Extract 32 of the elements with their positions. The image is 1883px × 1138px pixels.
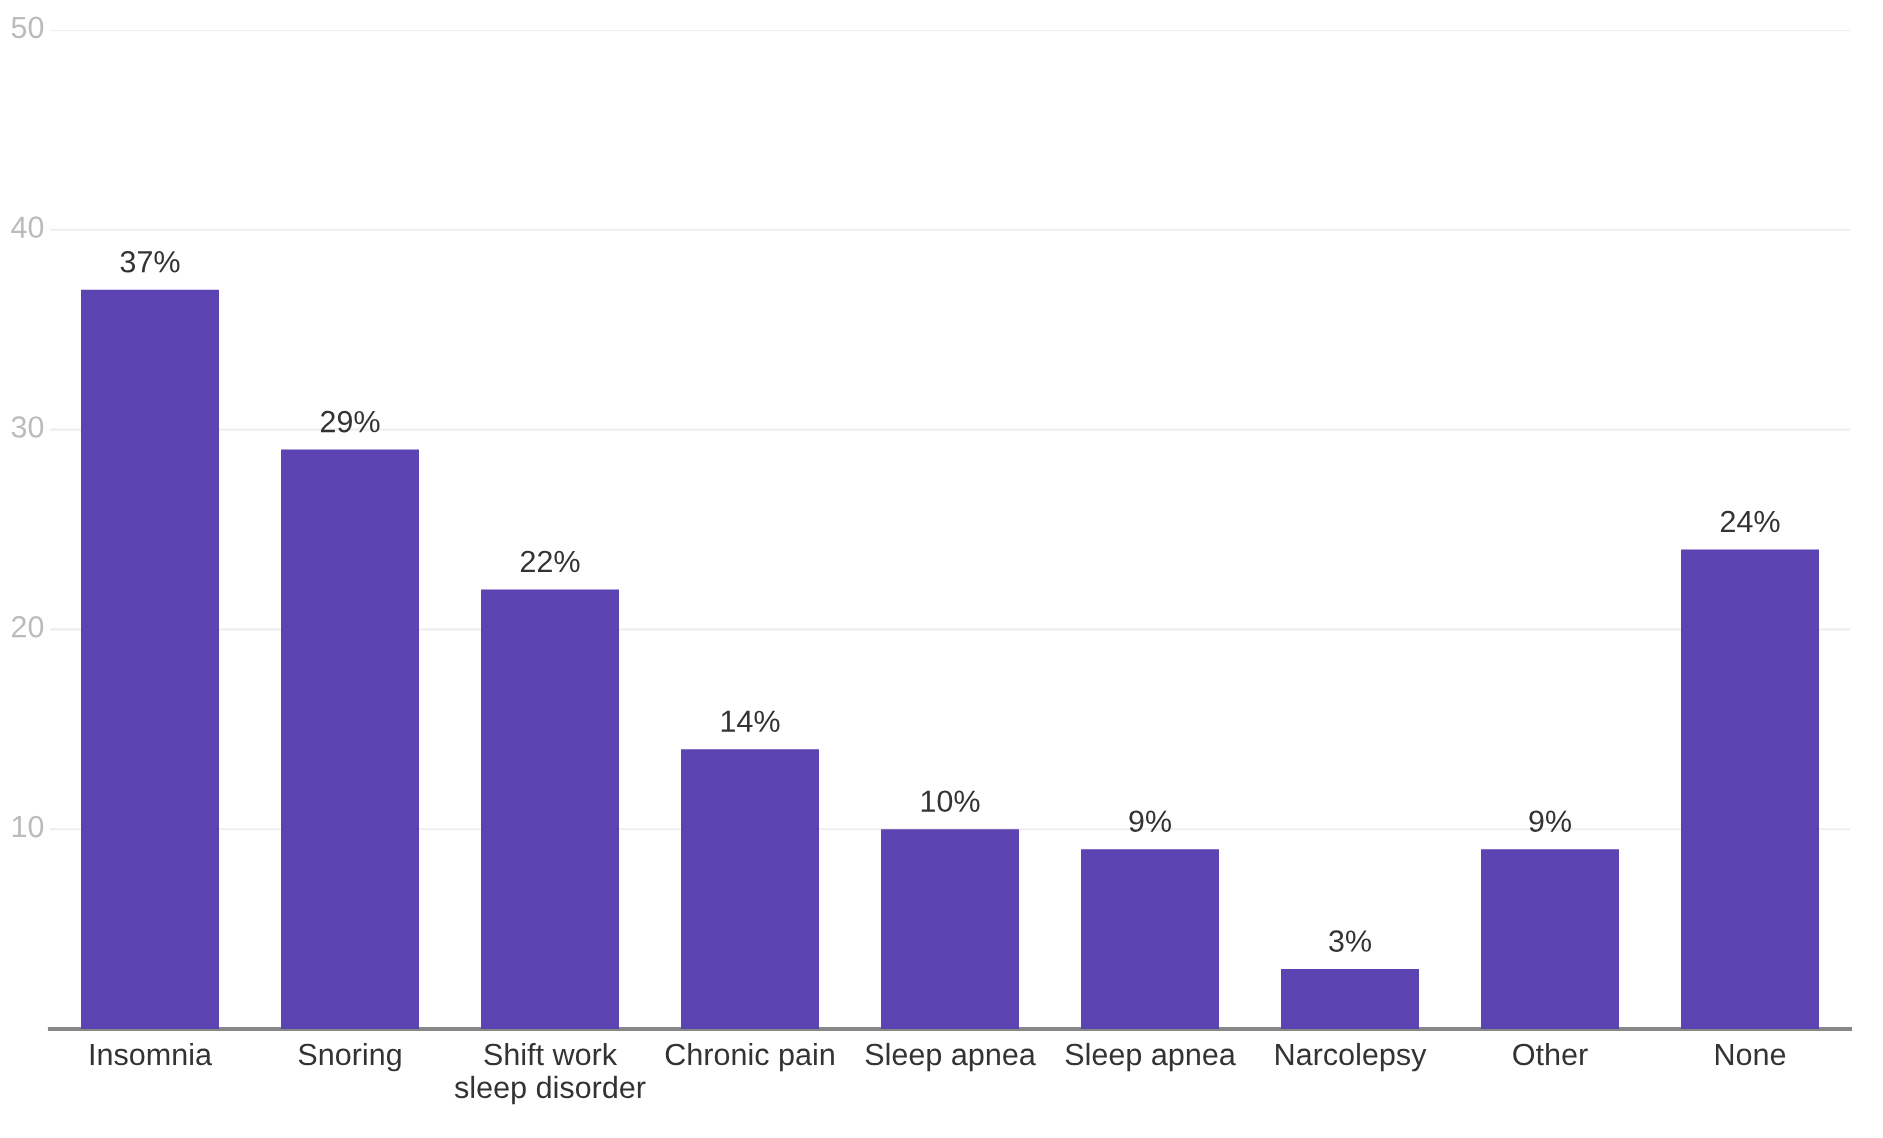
bar	[881, 829, 1019, 1029]
bar	[1681, 549, 1819, 1029]
x-tick-label: Chronic pain	[665, 1042, 834, 1072]
data-label: 24%	[1720, 510, 1780, 533]
x-tick-label: Shift work sleep disorder	[454, 1042, 646, 1105]
x-tick-label: Other	[1513, 1042, 1588, 1066]
x-tick-label: Sleep apnea	[1065, 1042, 1236, 1072]
x-tick-label: Narcolepsy	[1276, 1042, 1427, 1072]
data-label: 29%	[320, 410, 380, 433]
bar	[681, 749, 819, 1029]
data-label: 9%	[1529, 810, 1571, 833]
bar	[281, 449, 419, 1029]
data-label: 22%	[520, 550, 580, 573]
bar	[1481, 849, 1619, 1029]
bar	[1281, 969, 1419, 1029]
bar	[481, 589, 619, 1029]
y-tick-label: 10	[12, 815, 44, 838]
data-label: 9%	[1129, 810, 1171, 833]
y-tick-label: 50	[11, 16, 44, 39]
data-label: 14%	[721, 710, 780, 733]
y-tick-label: 40	[11, 216, 44, 238]
bar	[81, 289, 219, 1029]
data-label: 37%	[120, 250, 180, 273]
bar	[1081, 849, 1219, 1029]
x-tick-label: Insomnia	[90, 1042, 212, 1066]
x-tick-label: Sleep apnea	[865, 1042, 1036, 1072]
data-label: 10%	[921, 790, 980, 813]
y-tick-label: 30	[11, 416, 44, 438]
data-label: 3%	[1329, 930, 1371, 952]
y-tick-label: 20	[12, 615, 44, 638]
x-tick-label: None	[1715, 1044, 1786, 1066]
x-tick-label: Snoring	[298, 1042, 401, 1072]
